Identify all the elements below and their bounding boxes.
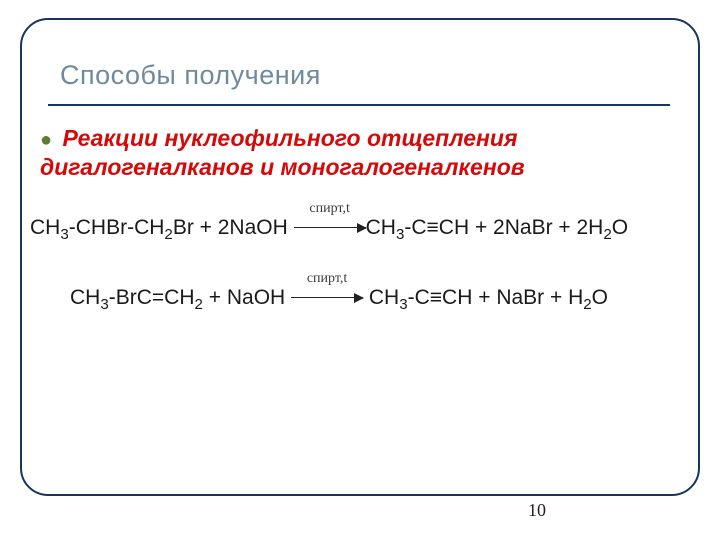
- eq1-rhs-4: O: [612, 216, 628, 239]
- eq1-lhs-1: 3: [60, 226, 68, 243]
- eq1-lhs-2: -CHBr-CH: [69, 216, 165, 239]
- page-number: 10: [528, 500, 546, 521]
- eq1-lhs-4: Br + 2NaOH: [173, 216, 288, 239]
- equation-1: CH3-CHBr-CH2Br + 2NaOH спирт,t CH3-C≡CH …: [30, 216, 700, 240]
- eq2-rhs-3: 2: [583, 296, 591, 313]
- eq2-rhs-1: 3: [399, 296, 407, 313]
- eq2-lhs-0: CH: [70, 286, 100, 309]
- eq2-rhs-0: CH: [369, 286, 399, 309]
- eq1-arrow: спирт,t: [294, 216, 366, 240]
- eq1-arrow-condition: спирт,t: [294, 201, 366, 217]
- slide-title: Способы получения: [60, 60, 321, 90]
- title-underline: [48, 104, 670, 106]
- bullet-icon: ●: [40, 130, 52, 151]
- eq2-arrow-condition: спирт,t: [291, 271, 363, 287]
- eq2-lhs-1: 3: [100, 296, 108, 313]
- eq1-rhs-0: CH: [366, 216, 396, 239]
- eq1-rhs-3: 2: [603, 226, 611, 243]
- eq2-rhs-2: -C≡CH + NaBr + H: [408, 286, 584, 309]
- eq1-rhs-2: -C≡CH + 2NaBr + 2H: [404, 216, 603, 239]
- title-area: Способы получения: [60, 60, 660, 91]
- eq2-lhs-3: 2: [195, 296, 203, 313]
- arrow-icon: [291, 297, 363, 298]
- eq2-lhs-2: -BrC=CH: [109, 286, 195, 309]
- eq2-rhs-4: O: [592, 286, 608, 309]
- eq2-lhs-4: + NaOH: [203, 286, 285, 309]
- arrow-icon: [294, 227, 366, 228]
- eq1-lhs-0: CH: [30, 216, 60, 239]
- eq2-arrow: спирт,t: [291, 286, 363, 310]
- eq1-lhs-3: 2: [164, 226, 172, 243]
- subtitle-area: ● Реакции нуклеофильного отщепления дига…: [40, 124, 680, 182]
- subtitle-text: Реакции нуклеофильного отщепления дигало…: [40, 125, 525, 180]
- equation-2: CH3-BrC=CH2 + NaOH спирт,t CH3-C≡CH + Na…: [70, 286, 720, 310]
